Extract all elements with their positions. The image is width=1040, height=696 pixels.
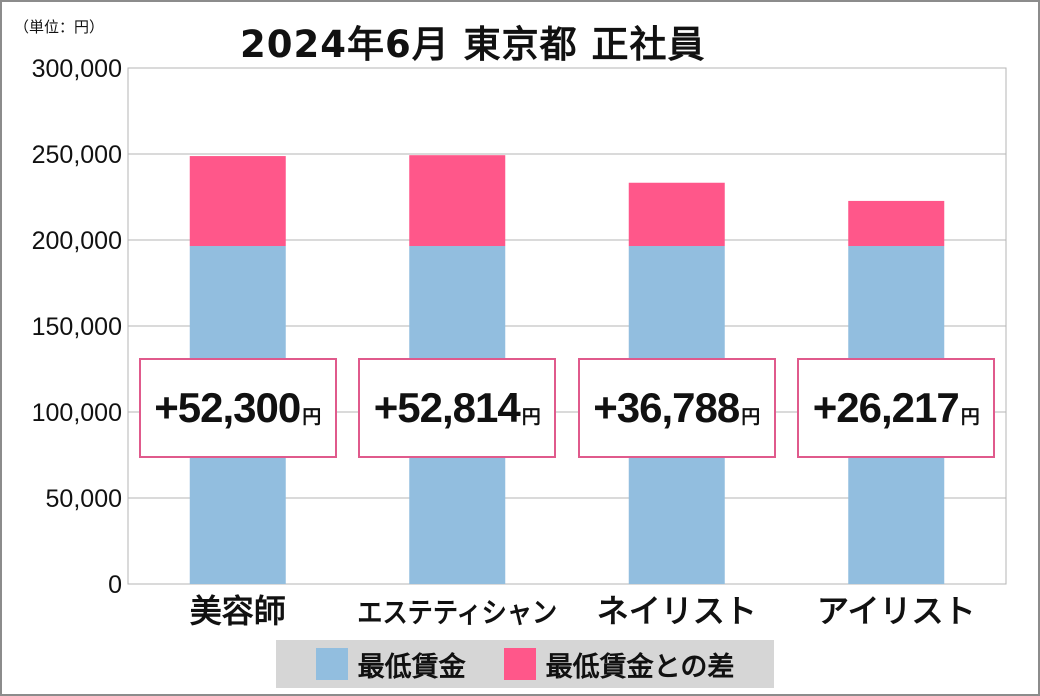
y-axis: 0 50,000 100,000 150,000 200,000 250,000 300,0…	[32, 55, 122, 599]
chart-title: 2024年6月 東京都 正社員	[240, 23, 706, 66]
legend-label-difference: 最低賃金との差	[545, 651, 735, 683]
difference-unit: 円	[960, 405, 980, 428]
bar-difference	[189, 156, 286, 247]
y-tick-label: 150,000	[32, 313, 122, 341]
difference-value: +26,217	[812, 384, 960, 431]
bar-difference	[409, 155, 506, 247]
legend: 最低賃金 最低賃金との差	[276, 640, 774, 688]
difference-value: +52,814	[373, 384, 521, 431]
difference-label-box: +52,300 円	[138, 358, 337, 458]
difference-value: +52,300	[154, 384, 301, 431]
legend-item-difference: 最低賃金との差	[503, 645, 735, 684]
legend-item-minimum-wage: 最低賃金	[315, 645, 466, 684]
difference-unit: 円	[302, 405, 322, 428]
difference-label-box: +52,814 円	[358, 358, 557, 458]
difference-unit: 円	[521, 405, 541, 428]
category-label: 美容師	[190, 592, 286, 630]
unit-label: （単位：円）	[14, 18, 105, 36]
bar-difference	[628, 182, 725, 247]
category-label: アイリスト	[817, 592, 975, 630]
category-label: エステティシャン	[357, 596, 557, 629]
legend-label-minimum-wage: 最低賃金	[357, 651, 466, 683]
difference-label-box: +36,788 円	[577, 358, 776, 458]
y-tick-label: 300,000	[32, 55, 122, 83]
y-tick-label: 250,000	[32, 141, 122, 169]
y-tick-label: 0	[108, 571, 122, 599]
y-tick-label: 100,000	[32, 399, 122, 427]
bar-difference	[848, 200, 945, 247]
difference-unit: 円	[741, 405, 761, 428]
category-label: ネイリスト	[597, 592, 757, 630]
difference-value: +36,788	[593, 384, 740, 431]
legend-swatch-minimum-wage	[315, 648, 348, 680]
difference-label-box: +26,217 円	[797, 358, 996, 458]
category-labels: 美容師 エステティシャン ネイリスト アイリスト	[190, 592, 976, 630]
y-tick-label: 50,000	[46, 485, 122, 513]
y-tick-label: 200,000	[32, 227, 122, 255]
legend-swatch-difference	[503, 648, 536, 680]
